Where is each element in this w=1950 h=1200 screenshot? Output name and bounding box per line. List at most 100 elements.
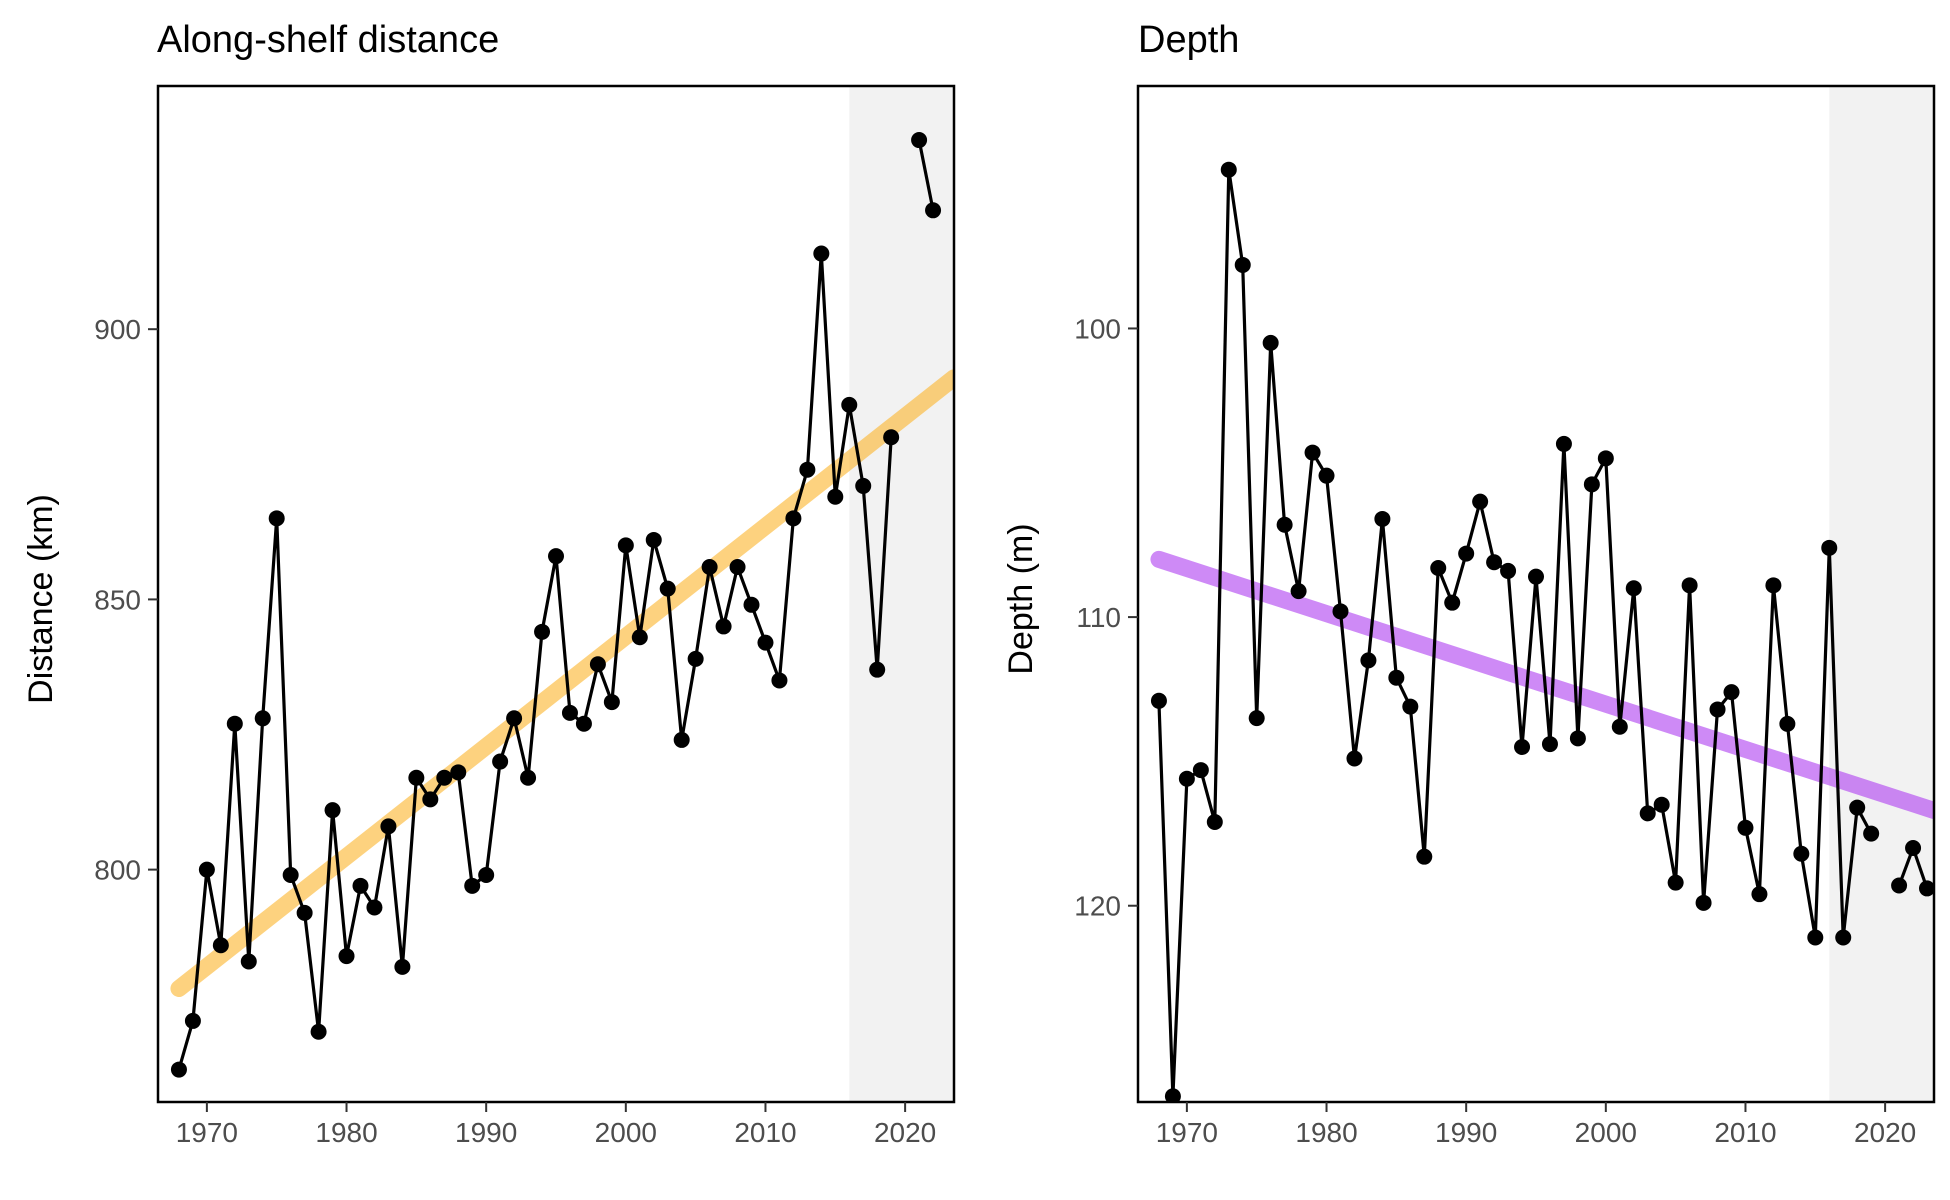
distance-data-point: [701, 558, 718, 575]
depth-y-tick-label: 120: [1074, 891, 1121, 922]
distance-data-point: [855, 477, 872, 494]
distance-x-tick-label: 2020: [874, 1117, 936, 1148]
depth-data-point: [1248, 710, 1265, 727]
depth-data-point: [1458, 545, 1475, 562]
depth-x-tick-label: 1990: [1435, 1117, 1497, 1148]
distance-data-point: [673, 731, 690, 748]
distance-data-point: [687, 650, 704, 667]
distance-series-line: [177, 139, 935, 1071]
distance-panel-title: Along-shelf distance: [157, 19, 499, 61]
distance-data-point: [631, 629, 648, 646]
depth-data-point: [1192, 762, 1209, 779]
distance-data-point: [659, 580, 676, 597]
distance-data-point: [771, 672, 788, 689]
depth-data-point: [1597, 450, 1614, 467]
distance-data-point: [240, 953, 257, 970]
distance-data-point: [757, 634, 774, 651]
distance-x-tick-label: 1980: [315, 1117, 377, 1148]
distance-data-point: [408, 769, 425, 786]
distance-panel-border: [156, 84, 956, 1104]
depth-data-point: [1863, 825, 1880, 842]
depth-data-point: [1150, 692, 1167, 709]
depth-data-point: [1444, 594, 1461, 611]
depth-data-point: [1304, 444, 1321, 461]
distance-data-point: [282, 867, 299, 884]
depth-data-point: [1500, 562, 1517, 579]
depth-data-point: [1206, 814, 1223, 831]
distance-data-point: [715, 618, 732, 635]
distance-data-point: [324, 802, 341, 819]
distance-data-point: [380, 818, 397, 835]
depth-y-axis-title: Depth (m): [1002, 523, 1040, 674]
depth-data-point: [1639, 805, 1656, 822]
depth-data-point: [1849, 799, 1866, 816]
depth-data-point: [1569, 730, 1586, 747]
distance-data-point: [534, 623, 551, 640]
depth-data-point: [1807, 929, 1824, 946]
distance-data-point: [617, 537, 634, 554]
distance-data-point: [743, 596, 760, 613]
depth-data-point: [1528, 568, 1544, 585]
depth-x-tick-label: 1970: [1156, 1117, 1218, 1148]
distance-data-point: [799, 461, 816, 478]
depth-data-point: [1555, 435, 1572, 452]
distance-data-point: [911, 132, 928, 149]
depth-data-point: [1164, 1088, 1181, 1102]
depth-x-tick-label: 2010: [1714, 1117, 1776, 1148]
distance-data-point: [254, 710, 271, 727]
depth-y-tick-label: 110: [1076, 602, 1121, 633]
distance-y-axis-title: Distance (km): [22, 494, 60, 704]
depth-data-point: [1681, 577, 1698, 594]
distance-data-point: [450, 764, 467, 781]
distance-data-point: [226, 715, 243, 732]
distance-data-point: [561, 704, 578, 721]
depth-data-point: [1220, 161, 1237, 178]
depth-data-point: [1779, 715, 1796, 732]
depth-panel-border: [1136, 84, 1936, 1104]
distance-panel: Along-shelf distance Distance (km) 1970 1…: [22, 19, 956, 1148]
depth-panel: Depth Depth (m) 1970 1980 1990 2000 2010 2020…: [1002, 19, 1936, 1148]
depth-data-point: [1486, 554, 1503, 571]
depth-plot-area: [1150, 86, 1934, 1102]
distance-data-point: [212, 937, 229, 954]
distance-data-point: [268, 510, 285, 527]
distance-data-point: [575, 715, 592, 732]
depth-data-point: [1416, 848, 1433, 865]
distance-plot-area: [170, 86, 954, 1102]
depth-data-point: [1891, 877, 1908, 894]
distance-data-point: [338, 948, 355, 965]
distance-data-point: [436, 769, 453, 786]
depth-y-tick-label: 100: [1074, 313, 1121, 344]
depth-data-point: [1472, 493, 1489, 510]
depth-data-point: [1709, 701, 1726, 718]
depth-shaded-region: [1829, 86, 1934, 1102]
depth-data-point: [1541, 736, 1558, 753]
depth-data-point: [1178, 770, 1195, 787]
distance-data-point: [785, 510, 802, 527]
depth-series-line: [1157, 168, 1929, 1098]
depth-x-tick-label: 2020: [1854, 1117, 1916, 1148]
distance-data-point: [492, 753, 509, 770]
depth-data-point: [1793, 845, 1810, 862]
depth-data-point: [1611, 718, 1628, 735]
depth-data-point: [1374, 510, 1391, 527]
distance-data-point: [394, 958, 411, 975]
distance-data-point: [366, 899, 383, 916]
depth-data-point: [1653, 796, 1670, 813]
distance-data-point: [352, 877, 369, 894]
depth-data-point: [1262, 334, 1279, 351]
depth-data-point: [1765, 577, 1782, 594]
distance-data-point: [506, 710, 523, 727]
depth-data-point: [1751, 886, 1768, 903]
distance-data-point: [478, 867, 495, 884]
distance-data-point: [589, 656, 606, 673]
distance-data-point: [603, 694, 620, 711]
distance-x-tick-label: 1990: [455, 1117, 517, 1148]
distance-x-tick-label: 1970: [176, 1117, 238, 1148]
distance-y-tick-label: 900: [94, 314, 141, 345]
depth-data-point: [1276, 516, 1293, 533]
depth-data-point: [1919, 880, 1934, 897]
distance-data-point: [827, 488, 844, 505]
depth-data-point: [1737, 819, 1754, 836]
distance-data-point: [729, 558, 746, 575]
